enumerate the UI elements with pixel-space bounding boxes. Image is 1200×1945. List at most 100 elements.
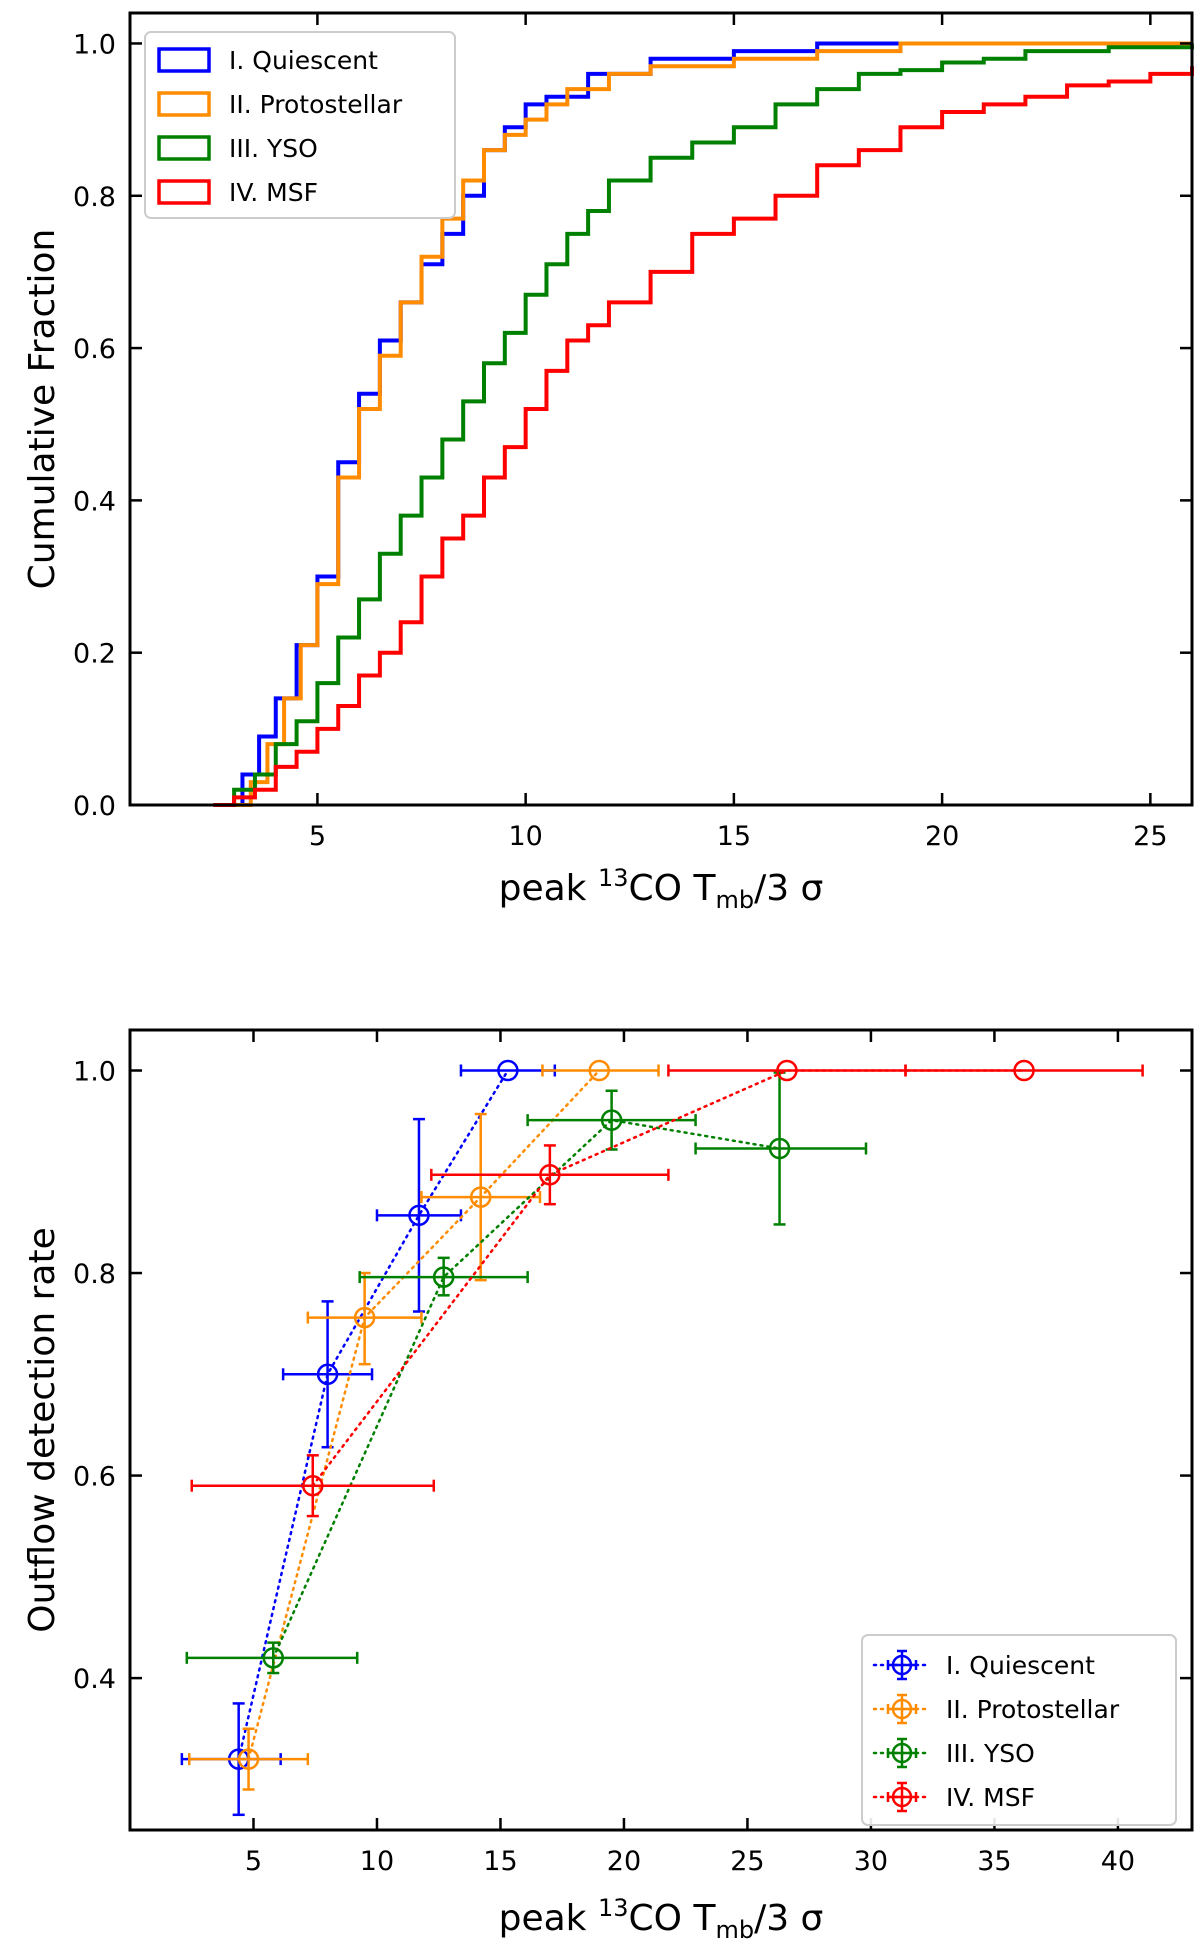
cdf-legend-item-iii-yso: III. YSO bbox=[157, 134, 318, 163]
cdf-legend-item-ii-protostellar: II. Protostellar bbox=[157, 90, 403, 119]
cdf-xlabel-pre: peak bbox=[499, 868, 598, 909]
detection-point-i-quiescent bbox=[459, 1059, 557, 1082]
data-marker bbox=[302, 1474, 324, 1497]
detection-point-iv-msf bbox=[190, 1454, 436, 1518]
detection-legend-item-ii-protostellar: II. Protostellar bbox=[872, 1693, 1120, 1725]
legend-swatch bbox=[157, 135, 211, 161]
detection-legend-item-iii-yso: III. YSO bbox=[872, 1737, 1035, 1769]
cdf-y-tick-label: 1.0 bbox=[73, 29, 116, 60]
data-marker bbox=[262, 1647, 284, 1669]
detection-series-line-ii-protostellar bbox=[247, 1069, 601, 1761]
cdf-xlabel-sub: mb bbox=[715, 886, 754, 914]
legend-marker bbox=[891, 1654, 913, 1676]
detection-legend-box bbox=[861, 1634, 1177, 1826]
detection-point-ii-protostellar bbox=[420, 1112, 542, 1282]
detection-point-iv-msf bbox=[430, 1144, 670, 1206]
legend-label: I. Quiescent bbox=[946, 1651, 1095, 1680]
cdf-xlabel-sup: 13 bbox=[598, 864, 629, 892]
detection-series-line-iii-yso bbox=[271, 1118, 781, 1660]
cdf-series-layer bbox=[213, 41, 1194, 807]
cdf-x-tick-label: 5 bbox=[309, 821, 326, 852]
cdf-legend-item-i-quiescent: I. Quiescent bbox=[157, 46, 378, 75]
cdf-legend-item-iv-msf: IV. MSF bbox=[157, 178, 318, 207]
legend-label: I. Quiescent bbox=[229, 46, 378, 75]
data-marker bbox=[469, 1186, 492, 1208]
data-marker bbox=[237, 1748, 260, 1770]
detection-x-tick-label: 20 bbox=[607, 1846, 641, 1877]
data-marker bbox=[408, 1204, 430, 1227]
cdf-plot-frame bbox=[128, 11, 1194, 807]
cdf-x-tick-label: 20 bbox=[925, 821, 959, 852]
legend-marker bbox=[891, 1698, 913, 1720]
detection-y-tick-label: 0.6 bbox=[73, 1462, 116, 1493]
cdf-legend: I. Quiescent II. Protostellar III. YSO IV. … bbox=[144, 31, 456, 219]
legend-label: II. Protostellar bbox=[946, 1695, 1120, 1724]
detection-point-ii-protostellar bbox=[188, 1727, 310, 1791]
detection-x-tick-label: 10 bbox=[360, 1846, 394, 1877]
detection-ticks-layer bbox=[130, 1030, 1192, 1830]
data-marker bbox=[353, 1306, 376, 1329]
cdf-series-iv-msf bbox=[213, 66, 1194, 807]
cdf-x-tick-label: 10 bbox=[508, 821, 542, 852]
cdf-ticks-layer bbox=[130, 13, 1192, 807]
cdf-series-ii-protostellar bbox=[234, 41, 1192, 807]
cdf-series-iii-yso bbox=[213, 43, 1194, 807]
detection-plot-frame bbox=[128, 1028, 1194, 1832]
data-marker bbox=[776, 1059, 798, 1082]
detection-x-tick-label: 25 bbox=[730, 1846, 764, 1877]
detection-series-layer bbox=[180, 1059, 1144, 1817]
cdf-y-tick-label: 0.4 bbox=[73, 486, 116, 517]
detection-xlabel-pre: peak bbox=[499, 1898, 598, 1939]
cumulative-fraction-panel: 5 10 15 20 25 0.0 0.2 0.4 0.6 0.8 1.0 peak 13CO Tm… bbox=[22, 11, 1194, 914]
detection-series-line-iv-msf bbox=[311, 1069, 1026, 1487]
legend-label: IV. MSF bbox=[229, 178, 318, 207]
detection-point-iii-yso bbox=[185, 1641, 359, 1675]
detection-tick-labels-layer: 5 10 15 20 25 30 35 40 0.4 0.6 0.8 1.0 bbox=[73, 1057, 1135, 1877]
cdf-x-axis-label: peak 13CO Tmb/3 σ bbox=[499, 864, 824, 914]
detection-point-i-quiescent bbox=[281, 1300, 374, 1449]
detection-x-tick-label: 35 bbox=[977, 1846, 1011, 1877]
legend-swatch bbox=[157, 179, 211, 205]
detection-legend-item-i-quiescent: I. Quiescent bbox=[872, 1649, 1095, 1681]
detection-point-i-quiescent bbox=[375, 1117, 463, 1313]
detection-y-axis-label: Outflow detection rate bbox=[22, 1227, 63, 1632]
outflow-detection-panel: 5 10 15 20 25 30 35 40 0.4 0.6 0.8 1.0 peak 13CO Tm… bbox=[22, 1028, 1194, 1944]
legend-label: II. Protostellar bbox=[229, 90, 403, 119]
data-marker bbox=[1013, 1059, 1035, 1082]
detection-xlabel-sup: 13 bbox=[598, 1894, 629, 1922]
detection-x-tick-label: 15 bbox=[483, 1846, 517, 1877]
cdf-x-tick-label: 25 bbox=[1133, 821, 1167, 852]
data-marker bbox=[588, 1059, 611, 1082]
detection-point-iii-yso bbox=[358, 1256, 529, 1297]
detection-point-ii-protostellar bbox=[306, 1271, 423, 1366]
data-marker bbox=[600, 1109, 623, 1131]
data-marker bbox=[497, 1059, 519, 1082]
detection-legend-item-iv-msf: IV. MSF bbox=[872, 1781, 1035, 1813]
cdf-xlabel-post: /3 σ bbox=[754, 868, 823, 909]
data-marker bbox=[539, 1164, 561, 1186]
cdf-y-tick-label: 0.8 bbox=[73, 182, 116, 213]
cdf-x-tick-label: 15 bbox=[717, 821, 751, 852]
legend-marker bbox=[891, 1742, 913, 1764]
cdf-tick-labels-layer: 5 10 15 20 25 0.0 0.2 0.4 0.6 0.8 1.0 bbox=[73, 29, 1167, 852]
detection-point-iv-msf bbox=[904, 1059, 1144, 1082]
cdf-y-tick-label: 0.6 bbox=[73, 334, 116, 365]
legend-swatch bbox=[157, 91, 211, 117]
detection-xlabel-post: /3 σ bbox=[754, 1898, 823, 1939]
cdf-legend-box bbox=[144, 31, 456, 219]
detection-y-tick-label: 0.8 bbox=[73, 1259, 116, 1290]
cdf-y-tick-label: 0.0 bbox=[73, 791, 116, 822]
cdf-xlabel-mid: CO T bbox=[629, 868, 717, 909]
detection-x-tick-label: 40 bbox=[1101, 1846, 1135, 1877]
detection-x-tick-label: 5 bbox=[245, 1846, 262, 1877]
detection-y-tick-label: 1.0 bbox=[73, 1057, 116, 1088]
detection-x-tick-label: 30 bbox=[854, 1846, 888, 1877]
legend-label: III. YSO bbox=[229, 134, 318, 163]
legend-swatch bbox=[157, 47, 211, 73]
detection-point-ii-protostellar bbox=[541, 1059, 660, 1082]
detection-xlabel-mid: CO T bbox=[629, 1898, 717, 1939]
detection-y-tick-label: 0.4 bbox=[73, 1664, 116, 1695]
legend-marker bbox=[891, 1786, 913, 1808]
cdf-y-axis-label: Cumulative Fraction bbox=[22, 229, 63, 590]
legend-label: III. YSO bbox=[946, 1739, 1035, 1768]
